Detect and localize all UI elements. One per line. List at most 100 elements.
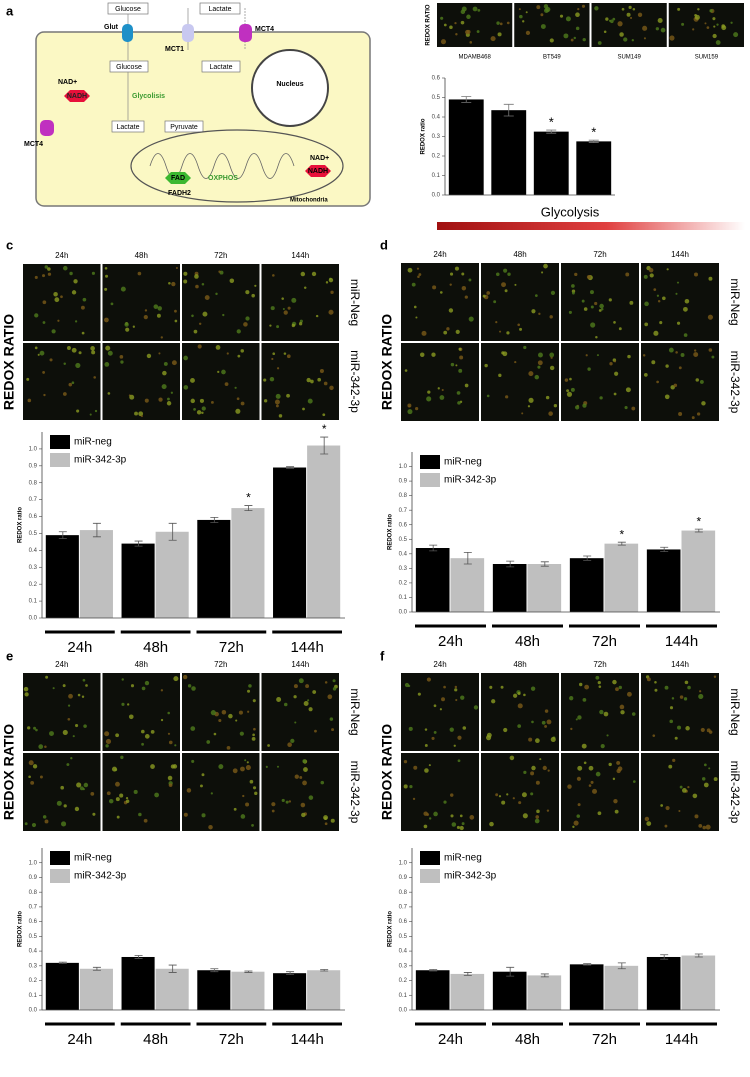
cell-dot [156,313,161,318]
cell-dot [450,362,455,367]
cell-dot [469,815,475,820]
y-tick-label: 0.1 [29,599,38,605]
cell-dot [168,740,173,745]
cell-dot [167,775,173,781]
cell-dot [522,20,525,23]
cell-dot [582,698,587,702]
cell-dot [80,305,85,310]
bar [527,564,562,612]
cell-dot [66,346,71,350]
cell-dot [664,824,668,828]
cell-dot [34,275,38,279]
image-title: REDOX RATIO [1,314,17,410]
legend-label: miR-342-3p [444,475,497,486]
image-column-label: 144h [291,660,309,669]
cell-dot [527,405,531,408]
bar [569,558,604,612]
cell-dot [568,310,572,314]
cell-dot [49,358,53,362]
cell-dot [157,306,162,311]
cell-dot [598,685,602,688]
cell-dot [646,821,652,826]
cell-dot [519,327,523,331]
cell-dot [69,271,73,276]
cell-dot [675,292,678,295]
bar [415,970,450,1010]
cell-dot [26,377,30,381]
cell-dot [495,321,498,324]
y-tick-label: 0.5 [399,537,408,543]
cell-dot [251,736,256,741]
transporter [182,24,194,42]
cell-dot [643,274,648,279]
cell-dot [455,364,458,367]
cell-dot [454,266,459,271]
error-bar [320,436,329,455]
cell-dot [426,396,432,402]
cell-dot [68,693,73,699]
bar [79,530,113,618]
cell-dot [404,369,408,372]
cell-dot [599,303,604,309]
image-title: REDOX RATIO [379,724,395,820]
panel-label: a [6,3,14,18]
cell-dot [324,817,328,821]
micrograph [23,343,101,420]
cell-dot [287,306,291,310]
error-bar [503,103,514,117]
cell-dot [498,373,502,378]
cell-dot [693,352,699,357]
cell-dot [626,691,632,697]
cell-dot [441,697,446,702]
bar [231,971,265,1010]
cell-dot [275,404,279,408]
cell-dot [23,686,29,692]
cell-dot [432,285,437,290]
cell-dot [684,680,689,685]
cell-dot [665,364,669,368]
cell-dot [44,265,49,269]
cell-dot [190,726,196,731]
cell-dot [183,355,188,361]
cell-dot [143,818,148,823]
cell-dot [514,360,517,364]
cell-dot [52,687,55,690]
cell-dot [528,737,533,742]
bar [491,110,527,195]
cell-dot [54,297,60,303]
cell-dot [272,352,276,356]
y-axis-title: REDOX ratio [18,507,24,543]
y-tick-label: 0.2 [399,580,408,586]
cell-dot [190,398,196,404]
y-tick-label: 0.4 [29,949,38,955]
bar [155,968,189,1010]
cell-dot [571,284,575,288]
cell-dot [75,723,79,728]
cell-dot [245,802,250,807]
cell-dot [615,687,619,692]
cell-dot [265,765,268,768]
error-bar [463,972,472,976]
label: Mitochondria [290,198,328,204]
cell-dot [332,679,336,683]
label: Nucleus [276,81,303,88]
cell-dot [311,271,317,277]
micrograph [401,343,479,421]
cell-dot [329,385,334,391]
cell-dot [307,398,313,404]
cell-dot [683,697,688,701]
cell-dot [572,825,575,828]
cell-dot [675,351,678,354]
cell-dot [546,809,550,812]
cell-dot [565,16,571,22]
cell-dot [183,385,189,390]
cell-dot [423,811,428,816]
cell-dot [416,267,420,270]
cell-dot [617,21,623,27]
cell-dot [643,37,646,40]
micrograph [261,673,339,751]
cell-dot [610,19,614,24]
y-tick-label: 0.0 [29,616,38,622]
image-column-label: 48h [135,660,148,669]
cell-dot [281,297,284,300]
